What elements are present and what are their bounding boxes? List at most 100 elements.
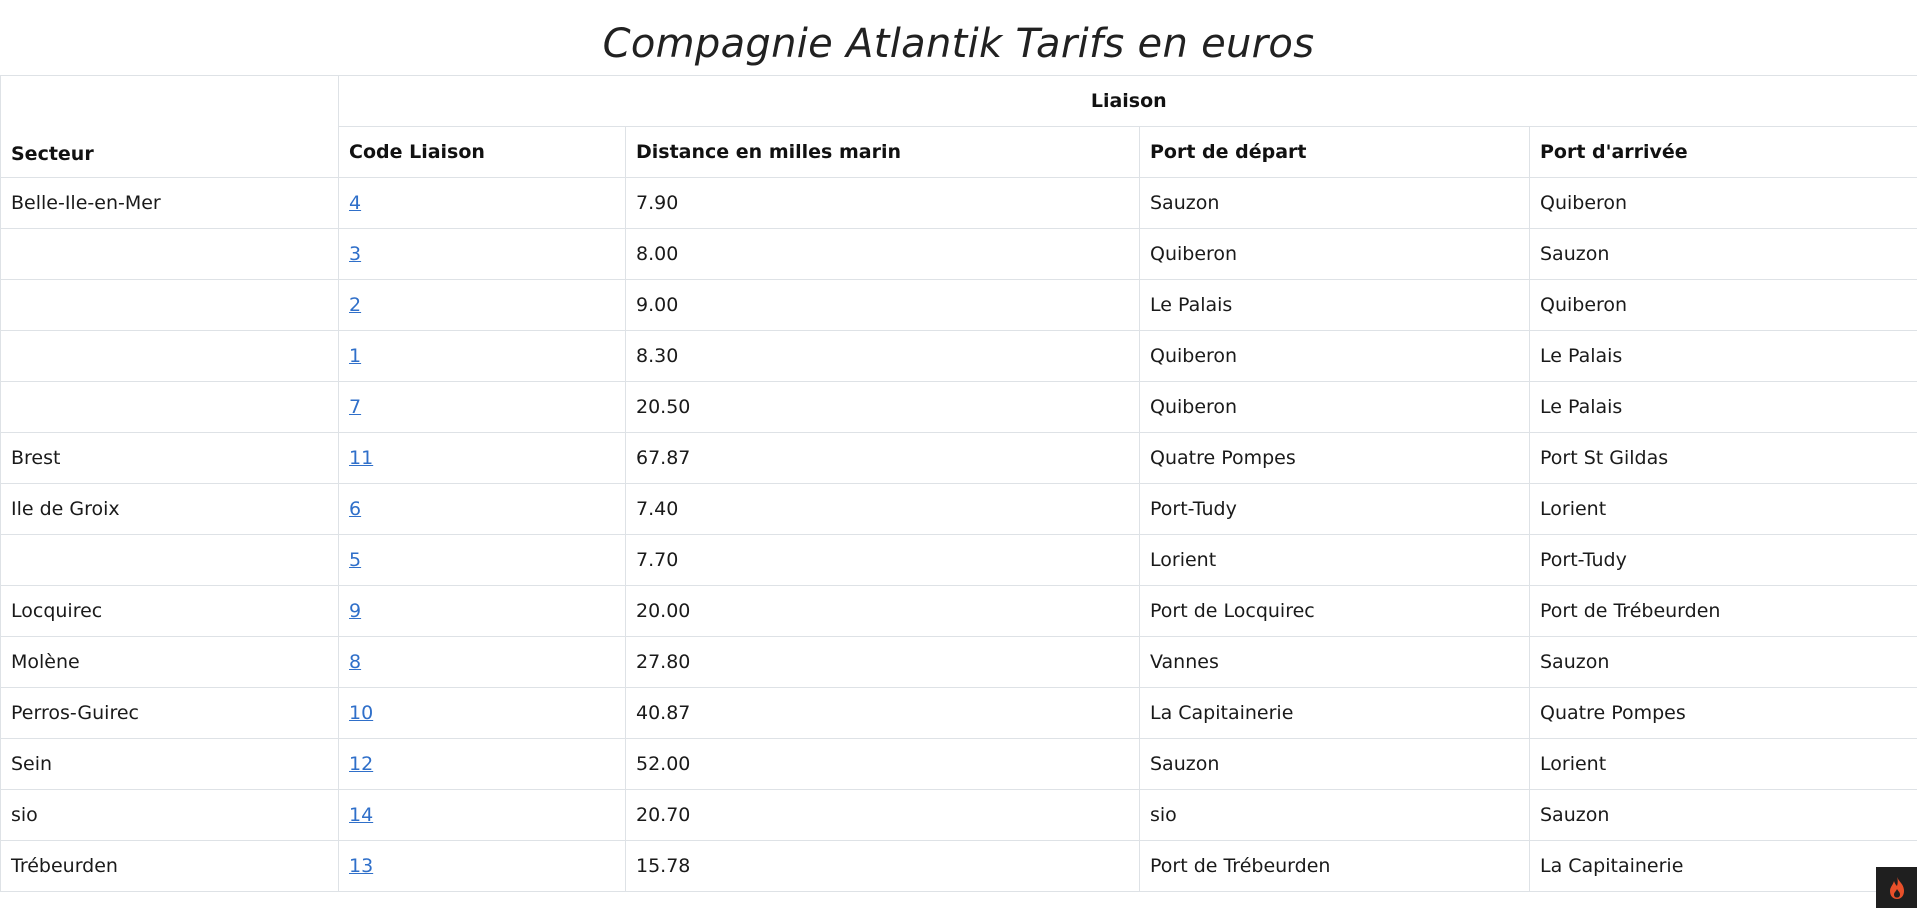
tarifs-table: Secteur Liaison Code Liaison Distance en… [0,75,1917,892]
header-code-liaison: Code Liaison [338,126,626,178]
table-row: Brest 11 67.87 Quatre Pompes Port St Gildas [0,432,1917,484]
cell-port-depart-text: Quatre Pompes [1150,447,1296,469]
cell-code-liaison: 13 [338,840,626,892]
cell-port-depart: Sauzon [1139,738,1530,790]
header-secteur: Secteur [0,75,339,178]
code-liaison-link[interactable]: 5 [349,549,362,571]
cell-secteur: Perros-Guirec [0,687,339,739]
code-liaison-link[interactable]: 2 [349,294,362,316]
cell-distance: 15.78 [625,840,1140,892]
cell-secteur: Locquirec [0,585,339,637]
cell-port-arrivee-text: Sauzon [1540,243,1610,265]
table-row: Belle-Ile-en-Mer 4 7.90 Sauzon Quiberon [0,177,1917,229]
code-liaison-link[interactable]: 7 [349,396,362,418]
code-liaison-link[interactable]: 9 [349,600,362,622]
cell-distance-text: 8.30 [636,345,679,367]
code-liaison-link[interactable]: 1 [349,345,362,367]
cell-port-depart: Quiberon [1139,330,1530,382]
flame-icon [1889,876,1904,899]
cell-port-depart: sio [1139,789,1530,841]
header-liaison-group: Liaison [337,75,1917,127]
code-liaison-link[interactable]: 12 [349,753,374,775]
cell-distance: 7.40 [625,483,1140,535]
cell-port-arrivee-text: Port de Trébeurden [1540,600,1721,622]
cell-port-depart-text: Vannes [1150,651,1219,673]
cell-secteur: Molène [0,636,339,688]
cell-distance: 27.80 [625,636,1140,688]
cell-port-arrivee: Lorient [1528,483,1917,535]
code-liaison-link[interactable]: 4 [349,192,362,214]
cell-secteur-text: Trébeurden [11,855,118,877]
cell-port-depart-text: Port-Tudy [1150,498,1237,520]
cell-distance: 20.50 [625,381,1140,433]
cell-distance-text: 7.70 [636,549,679,571]
cell-port-arrivee-text: Port St Gildas [1540,447,1669,469]
cell-port-depart: Le Palais [1139,279,1530,331]
cell-port-arrivee: Quatre Pompes [1528,687,1917,739]
cell-port-depart-text: Le Palais [1150,294,1233,316]
cell-port-depart-text: Quiberon [1150,243,1238,265]
cell-distance: 40.87 [625,687,1140,739]
cell-distance-text: 7.90 [636,192,679,214]
table-row: Trébeurden 13 15.78 Port de Trébeurden La Ca… [0,840,1917,892]
cell-port-depart: Sauzon [1139,177,1530,229]
cell-port-depart: Quiberon [1139,228,1530,280]
cell-code-liaison: 4 [338,177,626,229]
cell-port-arrivee-text: Quatre Pompes [1540,702,1686,724]
cell-distance-text: 20.70 [636,804,691,826]
cell-code-liaison: 7 [338,381,626,433]
cell-code-liaison: 3 [338,228,626,280]
cell-port-arrivee-text: Port-Tudy [1540,549,1627,571]
debug-toolbar-button[interactable] [1876,867,1917,908]
cell-secteur-text: Locquirec [11,600,103,622]
cell-distance: 20.00 [625,585,1140,637]
cell-secteur-text: Belle-Ile-en-Mer [11,192,161,214]
cell-code-liaison: 8 [338,636,626,688]
cell-code-liaison: 1 [338,330,626,382]
code-liaison-link[interactable]: 8 [349,651,362,673]
cell-port-depart: Quiberon [1139,381,1530,433]
cell-distance: 9.00 [625,279,1140,331]
cell-secteur-text: Molène [11,651,80,673]
cell-port-depart: Lorient [1139,534,1530,586]
code-liaison-link[interactable]: 14 [349,804,374,826]
code-liaison-link[interactable]: 3 [349,243,362,265]
cell-port-arrivee-text: Le Palais [1540,396,1623,418]
cell-port-arrivee-text: Lorient [1540,753,1607,775]
cell-distance: 7.90 [625,177,1140,229]
table-row: Locquirec 9 20.00 Port de Locquirec Port de … [0,585,1917,637]
cell-secteur-text: sio [11,804,38,826]
cell-secteur-text: Sein [11,753,53,775]
cell-distance: 20.70 [625,789,1140,841]
cell-distance: 7.70 [625,534,1140,586]
cell-distance: 8.00 [625,228,1140,280]
cell-port-depart-text: Quiberon [1150,396,1238,418]
cell-port-depart-text: La Capitainerie [1150,702,1294,724]
cell-port-arrivee: Port de Trébeurden [1528,585,1917,637]
cell-distance: 52.00 [625,738,1140,790]
cell-code-liaison: 9 [338,585,626,637]
cell-port-arrivee: Port St Gildas [1528,432,1917,484]
table-row: Sein 12 52.00 Sauzon Lorient [0,738,1917,790]
cell-port-depart-text: sio [1150,804,1177,826]
cell-port-arrivee: Port-Tudy [1528,534,1917,586]
cell-distance-text: 7.40 [636,498,679,520]
cell-secteur [0,534,339,586]
cell-code-liaison: 11 [338,432,626,484]
table-row: Perros-Guirec 10 40.87 La Capitainerie Quatr… [0,687,1917,739]
code-liaison-link[interactable]: 10 [349,702,374,724]
cell-distance: 67.87 [625,432,1140,484]
code-liaison-link[interactable]: 11 [349,447,374,469]
table-row: 2 9.00 Le Palais Quiberon [0,279,1917,331]
cell-secteur [0,381,339,433]
code-liaison-link[interactable]: 13 [349,855,374,877]
cell-secteur [0,279,339,331]
cell-secteur: Belle-Ile-en-Mer [0,177,339,229]
cell-port-depart-text: Sauzon [1150,753,1220,775]
code-liaison-link[interactable]: 6 [349,498,362,520]
cell-port-arrivee: Lorient [1528,738,1917,790]
cell-port-depart: Port-Tudy [1139,483,1530,535]
cell-distance-text: 40.87 [636,702,691,724]
cell-code-liaison: 12 [338,738,626,790]
cell-distance-text: 15.78 [636,855,691,877]
